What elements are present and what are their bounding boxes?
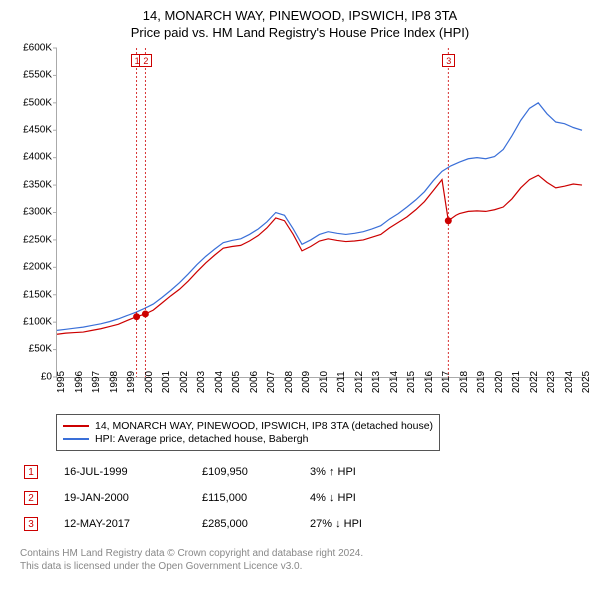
x-tick-label: 2002 bbox=[179, 371, 190, 393]
transaction-dot bbox=[142, 310, 149, 317]
x-tick-label: 2001 bbox=[161, 371, 172, 393]
chart-svg bbox=[57, 48, 582, 377]
x-tick-label: 1999 bbox=[126, 371, 137, 393]
x-tick-label: 2025 bbox=[581, 371, 592, 393]
y-tick-label: £50K bbox=[29, 344, 52, 355]
x-tick-label: 2003 bbox=[196, 371, 207, 393]
x-tick-label: 2011 bbox=[336, 371, 347, 393]
transaction-delta: 27% ↓ HPI bbox=[310, 518, 420, 530]
y-axis: £0£50K£100K£150K£200K£250K£300K£350K£400… bbox=[12, 48, 56, 378]
x-tick-label: 2019 bbox=[476, 371, 487, 393]
x-tick-label: 1998 bbox=[109, 371, 120, 393]
x-tick-label: 2021 bbox=[511, 371, 522, 393]
transaction-date: 16-JUL-1999 bbox=[64, 466, 194, 478]
y-tick-label: £350K bbox=[23, 179, 52, 190]
transactions-table: 1 16-JUL-1999 £109,950 3% ↑ HPI 2 19-JAN-2000… bbox=[24, 459, 588, 537]
y-tick-label: £550K bbox=[23, 70, 52, 81]
transaction-price: £115,000 bbox=[202, 492, 302, 504]
x-tick-label: 2000 bbox=[144, 371, 155, 393]
transaction-dot bbox=[445, 217, 452, 224]
chart-area: £0 £50K £100K £150K £200K £250K £300K £350K £400… bbox=[12, 48, 588, 408]
transaction-dot bbox=[133, 313, 140, 320]
footer-line-2: This data is licensed under the Open Gov… bbox=[20, 560, 580, 573]
y-tick-label: £500K bbox=[23, 97, 52, 108]
y-tick-label: £200K bbox=[23, 262, 52, 273]
series-line bbox=[57, 103, 582, 331]
x-tick-label: 2013 bbox=[371, 371, 382, 393]
y-tick-label: £400K bbox=[23, 152, 52, 163]
x-tick-label: 2017 bbox=[441, 371, 452, 393]
legend-item: HPI: Average price, detached house, Babe… bbox=[63, 433, 433, 445]
legend-label: 14, MONARCH WAY, PINEWOOD, IPSWICH, IP8 … bbox=[95, 420, 433, 432]
x-tick-label: 2014 bbox=[389, 371, 400, 393]
legend: 14, MONARCH WAY, PINEWOOD, IPSWICH, IP8 … bbox=[56, 414, 440, 451]
x-tick-label: 2015 bbox=[406, 371, 417, 393]
transaction-index-box: 1 bbox=[24, 465, 38, 479]
transaction-price: £109,950 bbox=[202, 466, 302, 478]
x-tick-label: 2010 bbox=[319, 371, 330, 393]
legend-swatch bbox=[63, 425, 89, 427]
x-tick-label: 2007 bbox=[266, 371, 277, 393]
y-tick-label: £0 bbox=[41, 371, 52, 382]
title-line-1: 14, MONARCH WAY, PINEWOOD, IPSWICH, IP8 … bbox=[12, 8, 588, 25]
x-tick-label: 1997 bbox=[91, 371, 102, 393]
transaction-date: 19-JAN-2000 bbox=[64, 492, 194, 504]
y-tick-label: £450K bbox=[23, 125, 52, 136]
x-tick-label: 2005 bbox=[231, 371, 242, 393]
title-line-2: Price paid vs. HM Land Registry's House … bbox=[12, 25, 588, 42]
y-tick-label: £100K bbox=[23, 316, 52, 327]
x-tick-label: 2006 bbox=[249, 371, 260, 393]
footer: Contains HM Land Registry data © Crown c… bbox=[20, 547, 580, 573]
y-tick-label: £150K bbox=[23, 289, 52, 300]
x-tick-label: 2018 bbox=[459, 371, 470, 393]
transaction-delta: 4% ↓ HPI bbox=[310, 492, 420, 504]
transaction-marker-box: 2 bbox=[139, 54, 152, 67]
x-tick-label: 2024 bbox=[564, 371, 575, 393]
legend-item: 14, MONARCH WAY, PINEWOOD, IPSWICH, IP8 … bbox=[63, 420, 433, 432]
transaction-date: 12-MAY-2017 bbox=[64, 518, 194, 530]
transaction-row: 1 16-JUL-1999 £109,950 3% ↑ HPI bbox=[24, 459, 588, 485]
plot-wrap: 123 bbox=[56, 48, 582, 378]
x-tick-label: 2008 bbox=[284, 371, 295, 393]
y-tick-label: £250K bbox=[23, 234, 52, 245]
y-tick-label: £600K bbox=[23, 42, 52, 53]
x-tick-label: 1995 bbox=[56, 371, 67, 393]
chart-container: 14, MONARCH WAY, PINEWOOD, IPSWICH, IP8 … bbox=[0, 0, 600, 590]
series-line bbox=[57, 175, 582, 334]
transaction-row: 2 19-JAN-2000 £115,000 4% ↓ HPI bbox=[24, 485, 588, 511]
transaction-index-box: 3 bbox=[24, 517, 38, 531]
transaction-marker-box: 3 bbox=[442, 54, 455, 67]
plot: 123 bbox=[56, 48, 582, 378]
footer-line-1: Contains HM Land Registry data © Crown c… bbox=[20, 547, 580, 560]
x-axis: 1995199619971998199920002001200220032004… bbox=[56, 378, 582, 408]
legend-label: HPI: Average price, detached house, Babe… bbox=[95, 433, 308, 445]
x-tick-label: 2012 bbox=[354, 371, 365, 393]
transaction-price: £285,000 bbox=[202, 518, 302, 530]
x-tick-label: 2020 bbox=[494, 371, 505, 393]
y-tick-label: £300K bbox=[23, 207, 52, 218]
x-tick-label: 2004 bbox=[214, 371, 225, 393]
x-tick-label: 1996 bbox=[74, 371, 85, 393]
transaction-row: 3 12-MAY-2017 £285,000 27% ↓ HPI bbox=[24, 511, 588, 537]
x-tick-label: 2016 bbox=[424, 371, 435, 393]
transaction-index-box: 2 bbox=[24, 491, 38, 505]
x-tick-label: 2022 bbox=[529, 371, 540, 393]
chart-title-block: 14, MONARCH WAY, PINEWOOD, IPSWICH, IP8 … bbox=[12, 8, 588, 42]
legend-swatch bbox=[63, 438, 89, 440]
x-tick-label: 2009 bbox=[301, 371, 312, 393]
x-tick-label: 2023 bbox=[546, 371, 557, 393]
transaction-delta: 3% ↑ HPI bbox=[310, 466, 420, 478]
